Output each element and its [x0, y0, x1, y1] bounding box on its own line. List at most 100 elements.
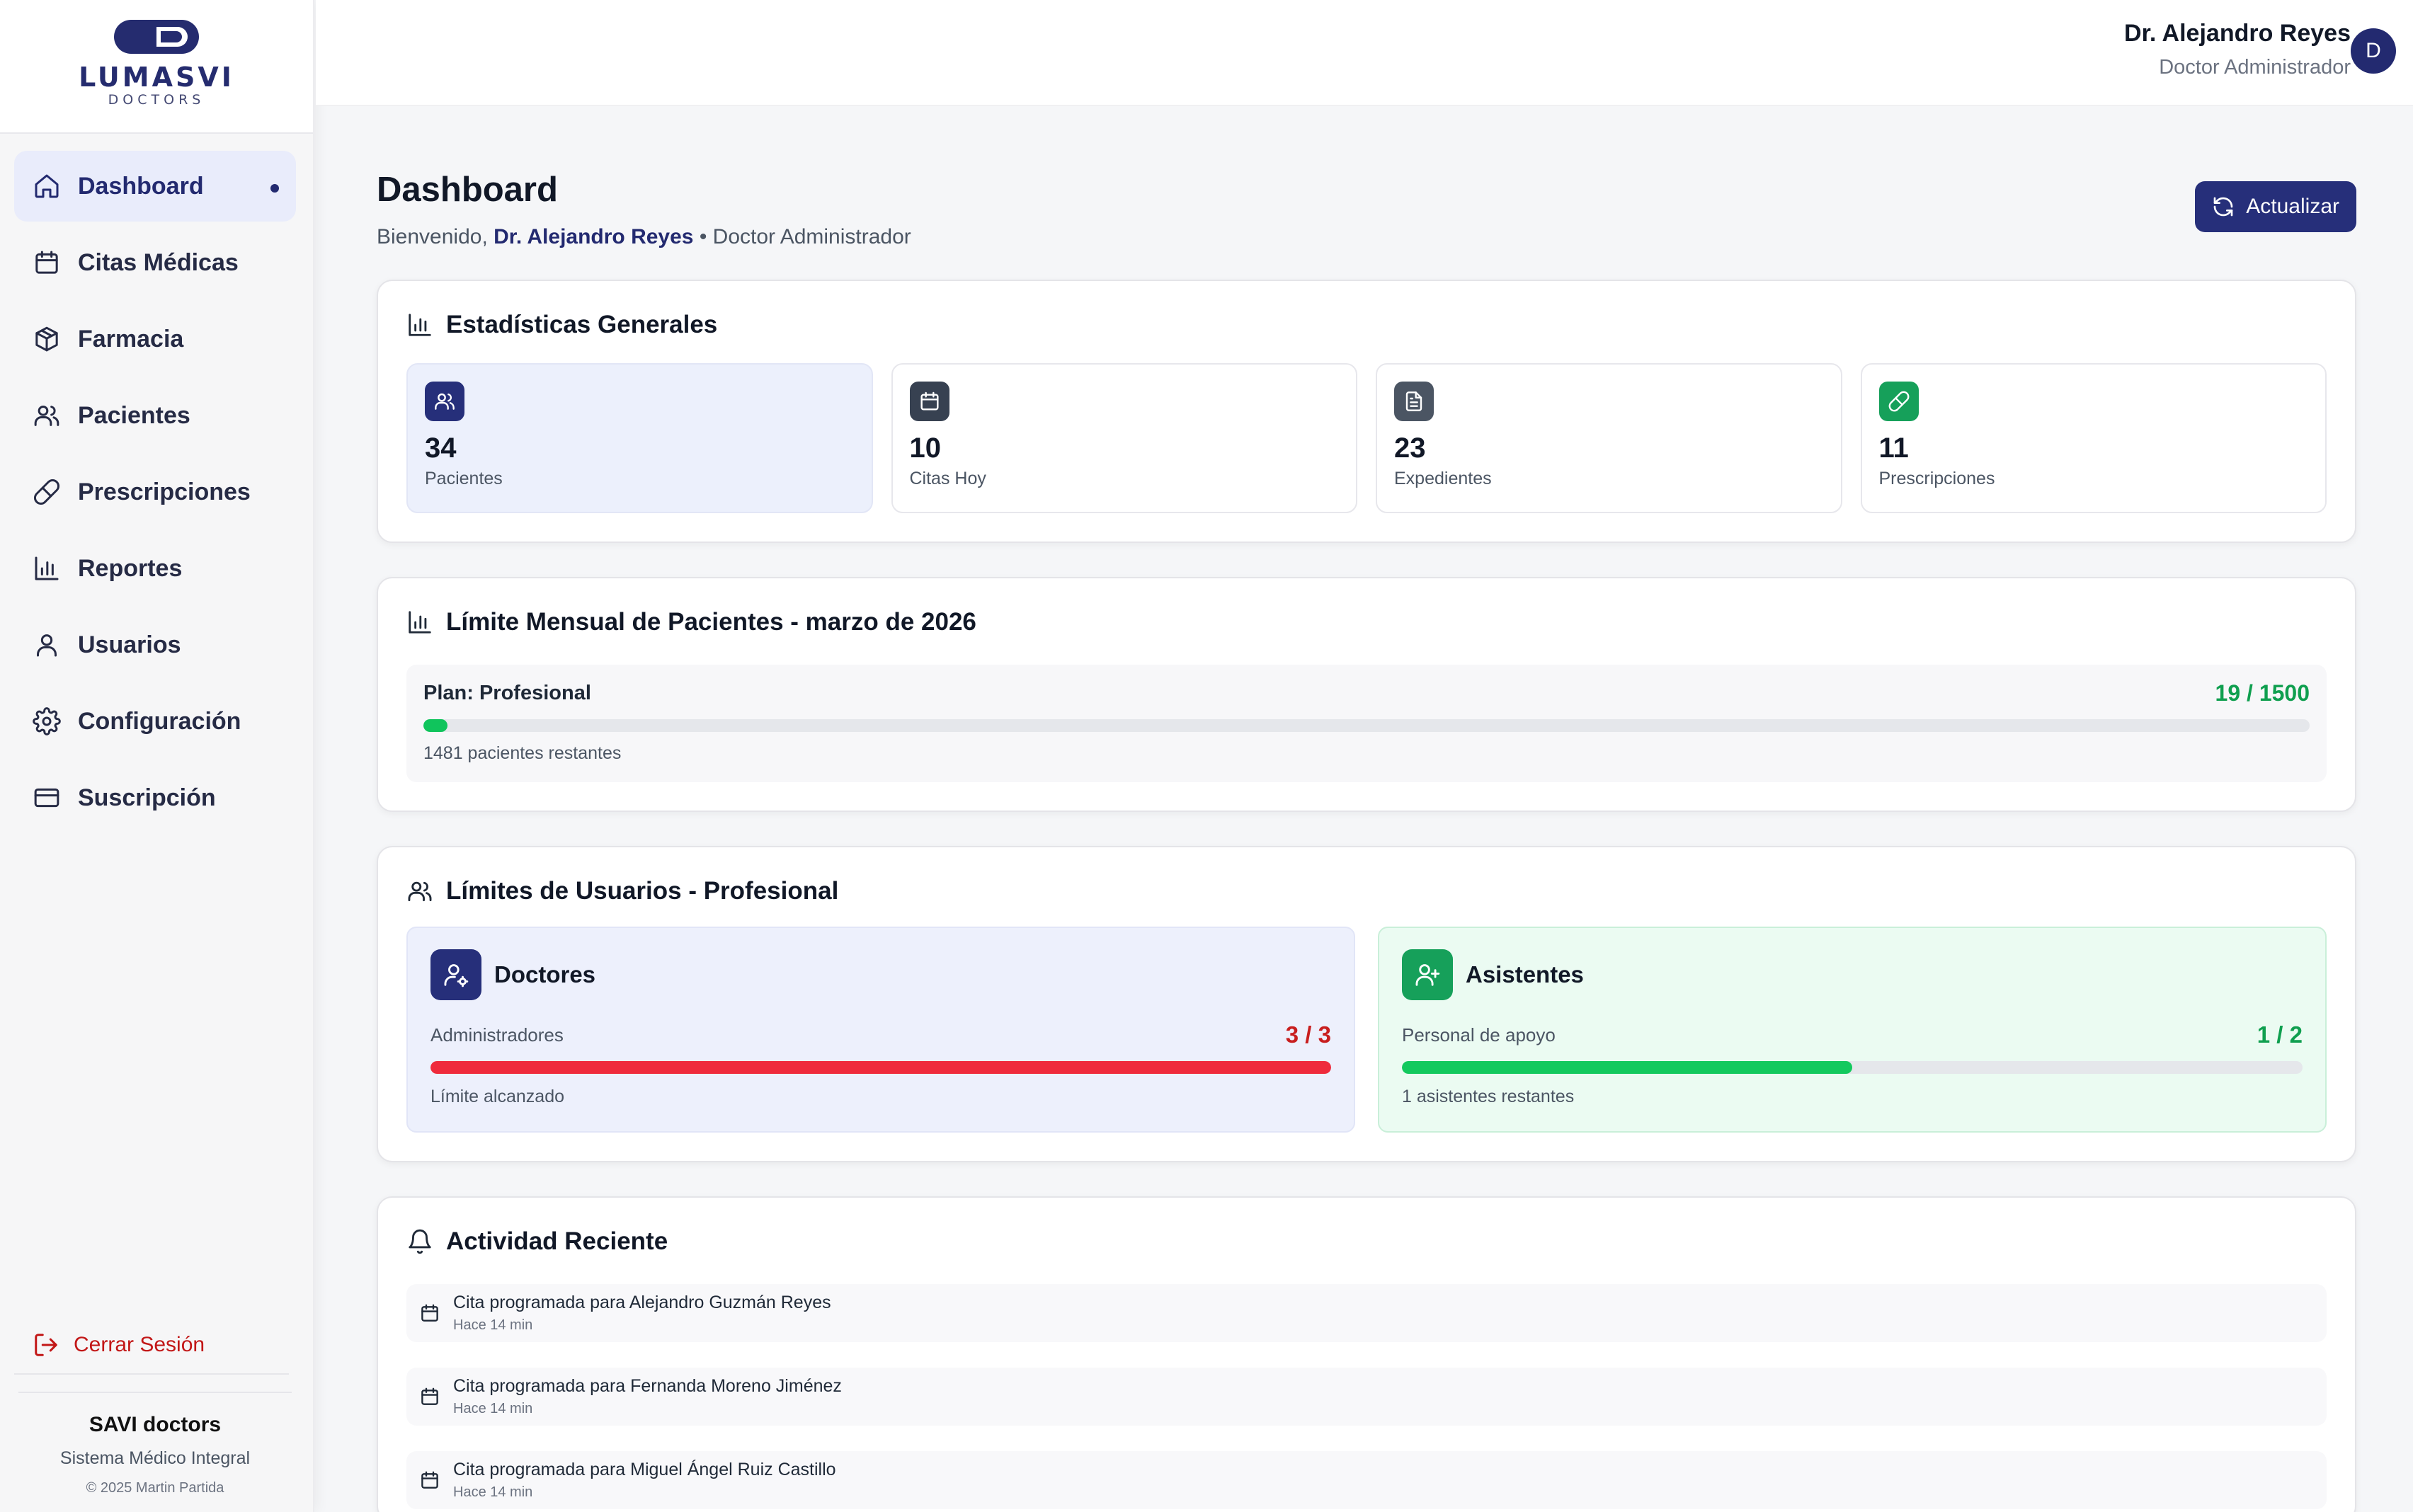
user-info[interactable]: Dr. Alejandro Reyes Doctor Administrador — [2124, 20, 2351, 79]
sidebar-item-label: Prescripciones — [78, 478, 251, 505]
bell-icon — [409, 1229, 431, 1254]
sidebar-item-configuracion[interactable]: Configuración — [14, 686, 296, 757]
brand-subtitle: DOCTORS — [108, 92, 205, 108]
doctors-subtitle: Administradores — [430, 1024, 564, 1046]
doctors-header: Doctores — [430, 949, 1331, 1000]
logo[interactable]: LUMASVI DOCTORS — [0, 0, 313, 134]
user-limits-title: Límites de Usuarios - Profesional — [406, 877, 2327, 905]
refresh-icon — [2213, 197, 2233, 217]
remaining-patients: 1481 pacientes restantes — [423, 743, 622, 763]
stat-value: 23 — [1394, 433, 1426, 464]
calendar-icon — [421, 1387, 438, 1405]
sidebar-item-citas-medicas[interactable]: Citas Médicas — [14, 227, 296, 298]
sidebar-item-usuarios[interactable]: Usuarios — [14, 609, 296, 680]
file-text-icon — [1405, 391, 1422, 411]
footer-title: SAVI doctors — [89, 1413, 222, 1436]
doctors-count: 3 / 3 — [1285, 1021, 1331, 1048]
calendar-icon — [35, 251, 58, 274]
stat-card-citas-hoy[interactable]: 10 Citas Hoy — [891, 363, 1357, 513]
activity-list: Cita programada para Alejandro Guzmán Re… — [406, 1284, 2327, 1509]
calendar-icon — [920, 391, 939, 411]
main-content: Dashboard Bienvenido, Dr. Alejandro Reye… — [377, 170, 2356, 1512]
stat-icon-box — [909, 382, 949, 421]
stat-label: Expedientes — [1394, 469, 1492, 488]
pill-icon — [1888, 391, 1909, 412]
plan-name: Plan: Profesional — [423, 682, 591, 704]
user-limits-title-text: Límites de Usuarios - Profesional — [446, 877, 839, 905]
users-icon — [408, 881, 432, 902]
gear-icon — [33, 707, 61, 735]
activity-time: Hace 14 min — [453, 1317, 533, 1333]
assistants-note: 1 asistentes restantes — [1402, 1087, 1575, 1106]
sidebar-item-pacientes[interactable]: Pacientes — [14, 380, 296, 451]
activity-item[interactable]: Cita programada para Miguel Ángel Ruiz C… — [406, 1451, 2327, 1509]
sidebar-item-label: Farmacia — [78, 325, 184, 353]
footer-copyright: © 2025 Martin Partida — [86, 1480, 224, 1496]
welcome-role: • Doctor Administrador — [699, 225, 911, 248]
sidebar: LUMASVI DOCTORS Dashboard Citas Médicas … — [0, 0, 314, 1512]
stat-label: Prescripciones — [1878, 469, 1995, 488]
activity-text: Cita programada para Miguel Ángel Ruiz C… — [453, 1460, 836, 1479]
credit-card-icon — [34, 788, 59, 808]
stat-card-expedientes[interactable]: 23 Expedientes — [1376, 363, 1842, 513]
stat-icon-box — [1878, 382, 1919, 421]
patient-count: 19 / 1500 — [2215, 680, 2310, 706]
bar-chart-icon — [35, 556, 59, 580]
user-limits-grid: Doctores Administradores 3 / 3 Límite al… — [406, 927, 2327, 1133]
logout-label: Cerrar Sesión — [74, 1333, 205, 1356]
stat-label: Citas Hoy — [909, 469, 986, 488]
stats-grid: 34 Pacientes 10 Citas Hoy 23 Expedientes — [406, 363, 2327, 513]
logout-button[interactable]: Cerrar Sesión — [14, 1317, 289, 1375]
activity-time: Hace 14 min — [453, 1401, 533, 1416]
user-plus-icon — [1415, 964, 1440, 986]
activity-item[interactable]: Cita programada para Fernanda Moreno Jim… — [406, 1368, 2327, 1426]
assistants-header: Asistentes — [1402, 949, 2303, 1000]
sidebar-item-dashboard[interactable]: Dashboard — [14, 151, 296, 222]
sidebar-item-label: Citas Médicas — [78, 248, 239, 276]
doctors-note: Límite alcanzado — [430, 1087, 565, 1106]
assistants-count: 1 / 2 — [2257, 1021, 2303, 1048]
stat-card-pacientes[interactable]: 34 Pacientes — [406, 363, 873, 513]
stat-label: Pacientes — [425, 469, 503, 488]
doctors-progress-fill — [430, 1061, 1331, 1074]
top-bar: Dr. Alejandro Reyes Doctor Administrador… — [316, 0, 2413, 106]
page-header: Dashboard Bienvenido, Dr. Alejandro Reye… — [377, 170, 2356, 280]
sidebar-item-label: Pacientes — [78, 401, 190, 429]
sidebar-item-farmacia[interactable]: Farmacia — [14, 304, 296, 374]
doctors-row: Administradores 3 / 3 — [430, 1021, 1331, 1048]
doctors-limit-card: Doctores Administradores 3 / 3 Límite al… — [406, 927, 1355, 1133]
sidebar-nav: Dashboard Citas Médicas Farmacia Pacient… — [0, 134, 313, 833]
activity-text: Cita programada para Fernanda Moreno Jim… — [453, 1376, 842, 1396]
sidebar-item-suscripcion[interactable]: Suscripción — [14, 762, 296, 833]
calendar-icon — [421, 1471, 438, 1489]
sidebar-footer: SAVI doctors Sistema Médico Integral © 2… — [18, 1392, 292, 1496]
sidebar-item-prescripciones[interactable]: Prescripciones — [14, 457, 296, 527]
stat-value: 34 — [425, 433, 457, 464]
lumasvi-logo-icon — [114, 20, 199, 54]
footer-subtitle: Sistema Médico Integral — [59, 1448, 251, 1468]
activity-text-block: Cita programada para Miguel Ángel Ruiz C… — [453, 1460, 836, 1501]
stats-card: Estadísticas Generales 34 Pacientes 10 C… — [377, 280, 2356, 543]
welcome-text: Bienvenido, Dr. Alejandro Reyes • Doctor… — [377, 225, 2356, 249]
assistants-progress-fill — [1402, 1061, 1852, 1074]
doctor-icon-box — [430, 949, 481, 1000]
sidebar-item-reportes[interactable]: Reportes — [14, 533, 296, 604]
activity-item[interactable]: Cita programada para Alejandro Guzmán Re… — [406, 1284, 2327, 1342]
stat-card-prescripciones[interactable]: 11 Prescripciones — [1860, 363, 2327, 513]
calendar-icon — [421, 1304, 438, 1322]
monthly-limit-card: Límite Mensual de Pacientes - marzo de 2… — [377, 577, 2356, 812]
refresh-button[interactable]: Actualizar — [2195, 181, 2356, 232]
refresh-label: Actualizar — [2246, 195, 2339, 218]
avatar[interactable]: D — [2351, 28, 2396, 74]
monthly-limit-title: Límite Mensual de Pacientes - marzo de 2… — [406, 608, 2327, 636]
monthly-limit-title-text: Límite Mensual de Pacientes - marzo de 2… — [446, 608, 976, 636]
activity-text-block: Cita programada para Fernanda Moreno Jim… — [453, 1376, 842, 1417]
patient-limit-progress-fill — [423, 719, 447, 732]
active-indicator-dot — [270, 184, 279, 193]
bar-chart-icon — [409, 314, 431, 336]
users-icon — [435, 393, 455, 410]
user-cog-icon — [444, 964, 469, 987]
activity-title-text: Actividad Reciente — [446, 1227, 668, 1255]
stat-icon-box — [1394, 382, 1434, 421]
assistant-icon-box — [1402, 949, 1453, 1000]
